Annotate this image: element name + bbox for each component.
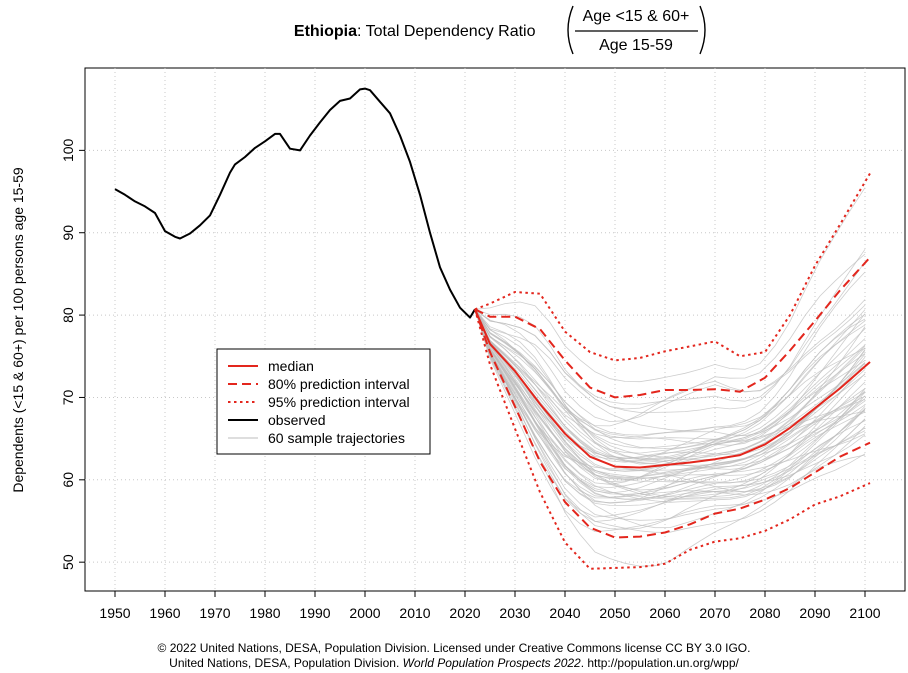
sample-trajectory-line <box>474 253 866 410</box>
series-line <box>474 172 871 362</box>
series-lines <box>114 87 871 570</box>
x-tick-label: 1990 <box>299 605 330 621</box>
sample-trajectory-line <box>474 309 866 465</box>
title-text: : Total Dependency Ratio <box>357 23 536 40</box>
title-denominator: Age 15-59 <box>599 37 673 54</box>
y-axis: 50 60 70 80 90 100 <box>60 138 85 570</box>
sample-trajectory-line <box>474 309 866 436</box>
sample-trajectory-line <box>474 309 866 529</box>
x-tick-label: 2050 <box>599 605 630 621</box>
title-right-paren <box>699 5 706 55</box>
footer-citation-title: World Population Prospects 2022 <box>402 656 581 670</box>
series-line <box>114 87 476 319</box>
legend-label: 95% prediction interval <box>268 394 410 410</box>
x-tick-label: 1950 <box>99 605 130 621</box>
sample-trajectory-line <box>474 309 866 462</box>
sample-trajectory-line <box>474 309 866 460</box>
sample-trajectory-line <box>474 187 866 383</box>
sample-trajectory-line <box>474 309 866 479</box>
footer-citation: United Nations, DESA, Population Divisio… <box>0 656 908 670</box>
x-tick-label: 2010 <box>399 605 430 621</box>
x-tick-label: 2030 <box>499 605 530 621</box>
x-tick-label: 2020 <box>449 605 480 621</box>
footer-copyright: © 2022 United Nations, DESA, Population … <box>157 641 751 655</box>
title-numerator: Age <15 & 60+ <box>583 8 690 25</box>
sample-trajectory-line <box>474 309 866 483</box>
y-tick-label: 70 <box>60 389 76 405</box>
sample-trajectory-line <box>474 309 866 459</box>
sample-trajectory-line <box>474 309 866 463</box>
sample-trajectories <box>474 187 866 567</box>
plot-frame <box>84 67 906 592</box>
x-tick-label: 2000 <box>349 605 380 621</box>
title-country: Ethiopia <box>294 23 357 40</box>
x-tick-label: 2070 <box>699 605 730 621</box>
y-tick-label: 100 <box>60 138 76 162</box>
sample-trajectory-line <box>474 309 866 530</box>
sample-trajectory-line <box>474 309 866 484</box>
grid <box>85 68 905 591</box>
x-tick-label: 1980 <box>249 605 280 621</box>
sample-trajectory-line <box>474 309 866 533</box>
legend-label: 60 sample trajectories <box>268 430 405 446</box>
sample-trajectory-line <box>474 309 866 449</box>
y-tick-label: 80 <box>60 307 76 323</box>
legend-label: median <box>268 358 314 374</box>
x-tick-label: 2040 <box>549 605 580 621</box>
sample-trajectory-line <box>474 309 866 478</box>
sample-trajectory-line <box>474 309 866 507</box>
sample-trajectory-line <box>474 309 866 500</box>
sample-trajectory-line <box>474 304 866 427</box>
legend: median 80% prediction interval 95% predict… <box>216 348 431 455</box>
sample-trajectory-line <box>474 309 866 460</box>
y-tick-label: 90 <box>60 225 76 241</box>
x-tick-label: 2090 <box>799 605 830 621</box>
y-axis-label: Dependents (<15 & 60+) per 100 persons a… <box>10 167 26 493</box>
sample-trajectory-line <box>474 309 866 480</box>
y-tick-label: 50 <box>60 554 76 570</box>
series-line <box>474 308 871 539</box>
title-left-paren <box>567 5 574 55</box>
legend-label: 80% prediction interval <box>268 376 410 392</box>
y-tick-label: 60 <box>60 472 76 488</box>
legend-items: median 80% prediction interval 95% predict… <box>228 358 410 446</box>
legend-label: observed <box>268 412 326 428</box>
sample-trajectory-line <box>474 309 866 460</box>
sample-trajectory-line <box>474 309 866 518</box>
x-tick-label: 2060 <box>649 605 680 621</box>
sample-trajectory-line <box>474 249 866 413</box>
x-tick-label: 1970 <box>199 605 230 621</box>
sample-trajectory-line <box>474 309 866 499</box>
x-axis: 1950 1960 1970 1980 1990 2000 2010 2020 2030 2040… <box>99 591 881 621</box>
series-line <box>474 308 871 469</box>
footer-citation-suffix: . http://population.un.org/wpp/ <box>580 656 739 670</box>
sample-trajectory-line <box>474 309 866 489</box>
sample-trajectory-line <box>474 309 866 472</box>
x-tick-label: 1960 <box>149 605 180 621</box>
footer-citation-prefix: United Nations, DESA, Population Divisio… <box>169 656 403 670</box>
series-line <box>474 309 871 570</box>
dependency-ratio-chart: Ethiopia : Total Dependency Ratio Age <1… <box>10 5 906 621</box>
sample-trajectory-line <box>474 309 866 522</box>
x-tick-label: 2080 <box>749 605 780 621</box>
series-line <box>474 256 871 399</box>
sample-trajectory-line <box>474 309 866 494</box>
sample-trajectory-line <box>474 309 866 446</box>
x-tick-label: 2100 <box>849 605 880 621</box>
sample-trajectory-line <box>474 299 866 423</box>
